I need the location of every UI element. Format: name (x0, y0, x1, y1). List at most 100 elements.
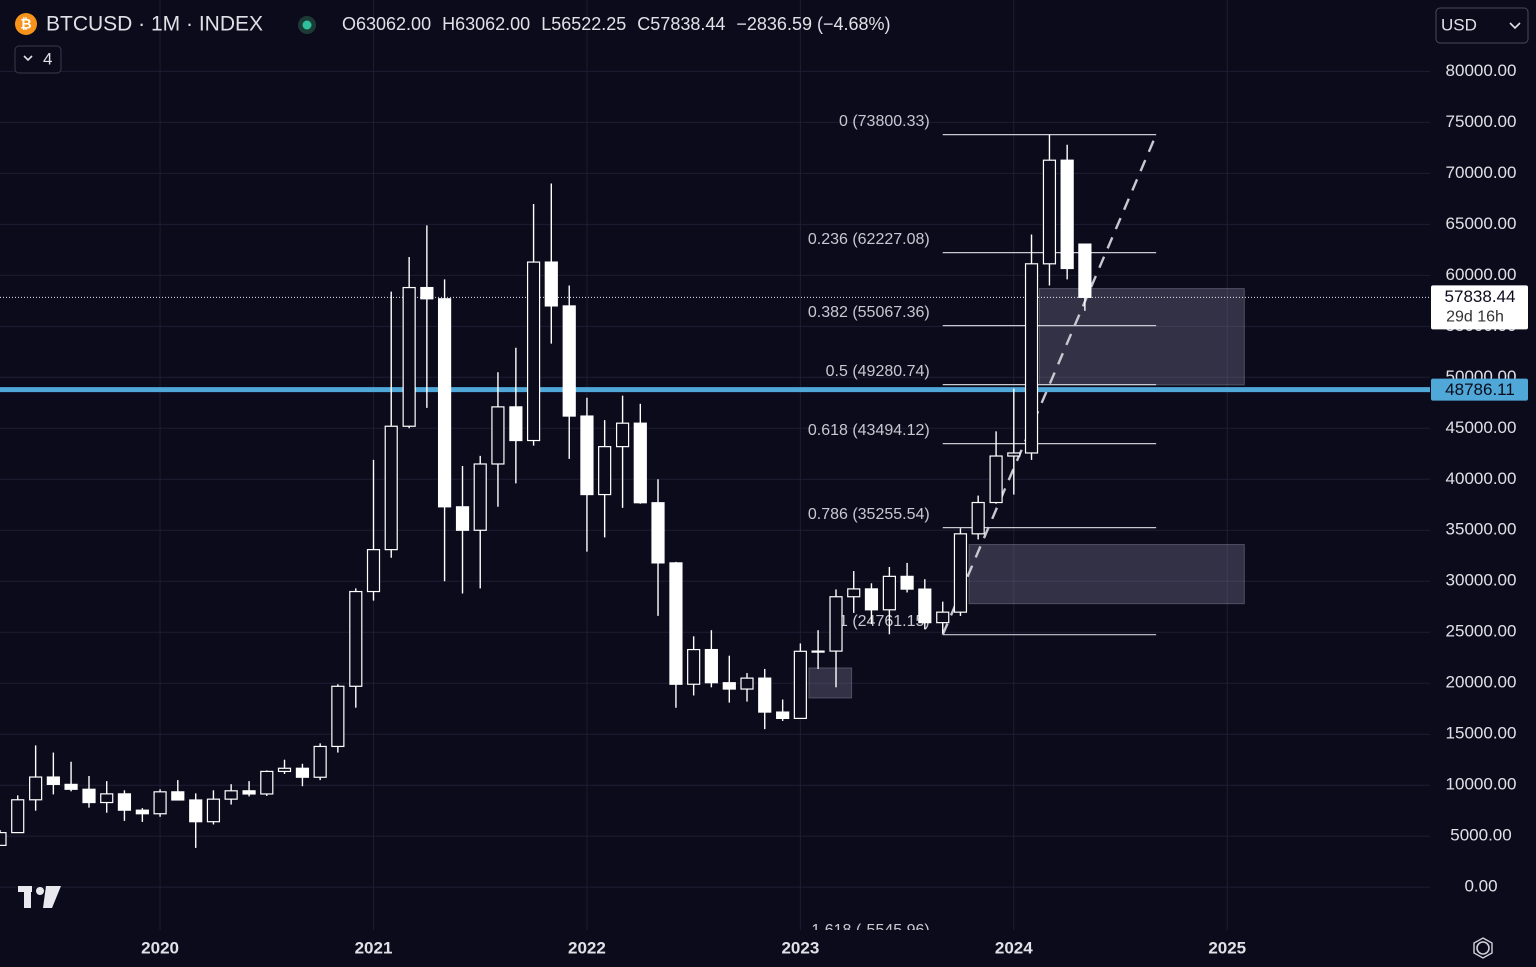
y-tick-label: 45000.00 (1446, 418, 1517, 437)
x-tick-label: 2020 (141, 938, 179, 957)
candle-body (420, 286, 434, 300)
close: C57838.44 (637, 14, 725, 34)
status-dot (302, 20, 312, 30)
candle-body (189, 799, 203, 823)
candle-body (722, 682, 736, 690)
chevron (1509, 22, 1521, 30)
zone (808, 667, 853, 699)
candle-body (224, 790, 238, 800)
fib-label: 0.382 (55067.36) (808, 304, 930, 321)
candle-body (1007, 452, 1021, 457)
tv-logo (18, 886, 61, 908)
candle-body (153, 791, 167, 815)
y-tick-label: 15000.00 (1446, 724, 1517, 743)
candle-body (64, 783, 78, 790)
candle-body (349, 590, 363, 687)
coin-icon (15, 13, 37, 35)
y-tick-label: 10000.00 (1446, 775, 1517, 794)
candle-body (793, 650, 807, 720)
candle-body (11, 799, 25, 834)
candle-body (847, 588, 861, 598)
y-tick-label: 30000.00 (1446, 571, 1517, 590)
candle-body (455, 506, 470, 531)
candle-body (580, 415, 594, 496)
y-tick-label: 0.00 (1464, 877, 1497, 896)
candle-body (1078, 243, 1092, 298)
hline-label: 48786.11 (1445, 380, 1515, 399)
x-tick-label: 2022 (568, 938, 606, 957)
candle-body (544, 261, 558, 307)
candle-body (437, 298, 452, 508)
candle-body (882, 575, 896, 611)
fib-label: 1.618 (-5545.96) (811, 922, 929, 939)
indicator-toggle[interactable] (14, 45, 62, 74)
candle-body (1024, 263, 1039, 454)
countdown: 29d 16h (1446, 309, 1504, 326)
candle-body (669, 562, 683, 685)
y-tick-label: 60000.00 (1446, 265, 1517, 284)
candle-body (758, 677, 772, 713)
y-tick-label: 5000.00 (1450, 826, 1511, 845)
candle-body (829, 596, 843, 652)
candle-body (971, 501, 985, 535)
candle-body (1060, 159, 1074, 270)
currency-select[interactable] (1435, 7, 1529, 44)
candle-body (366, 549, 381, 593)
candle-body (633, 422, 647, 504)
y-tick-label: 65000.00 (1446, 214, 1517, 233)
fib-label: 0 (73800.33) (839, 113, 930, 130)
change: −2836.59 (−4.68%) (736, 14, 890, 34)
logo-part (36, 887, 44, 895)
candle-body (526, 261, 541, 442)
fib-label: 0.236 (62227.08) (808, 231, 930, 248)
candle-body (1042, 159, 1057, 265)
ohlc: O63062.00 H63062.00 L56522.25 C57838.44 … (342, 14, 891, 34)
currency: USD (1441, 15, 1477, 34)
candle-body (260, 770, 274, 795)
logo-part (43, 886, 61, 908)
candle-body (313, 745, 327, 778)
candle-body (473, 463, 487, 531)
settings-button[interactable] (1473, 937, 1493, 959)
y-tick-label: 70000.00 (1446, 163, 1517, 182)
indicator-count: 4 (43, 49, 52, 68)
header: ₿ BTCUSD · 1M · INDEX O63062.00 H63062.0… (14, 7, 1529, 74)
candle-body (740, 677, 754, 690)
logo-part (24, 886, 31, 908)
candles (0, 134, 1092, 848)
candle-body (117, 793, 132, 811)
candle-body (171, 791, 185, 801)
candle-body (82, 788, 96, 804)
candle-body (46, 776, 60, 785)
axes: 0.00 5000.00 10000.00 15000.00 20000.00 25000… (141, 61, 1528, 957)
candle-body (509, 406, 523, 442)
trend-line (941, 134, 1158, 636)
candle-body (615, 422, 630, 448)
candle-body (0, 832, 7, 846)
candle-body (687, 648, 701, 685)
candle-body (135, 809, 149, 815)
candle-body (29, 776, 43, 801)
zone (968, 544, 1245, 605)
gear-outline (1473, 937, 1493, 959)
candle-body (900, 575, 914, 590)
candle-body (295, 767, 310, 778)
y-tick-label: 75000.00 (1446, 112, 1517, 131)
candle-body (811, 650, 825, 653)
x-tick-label: 2024 (995, 938, 1033, 957)
candle-body (953, 533, 968, 613)
candle-body (491, 406, 505, 465)
candle-body (100, 793, 114, 804)
price-tag (1431, 285, 1528, 330)
symbol[interactable]: BTCUSD · 1M · INDEX (46, 13, 263, 36)
x-tick-label: 2021 (355, 938, 393, 957)
candle-body (384, 425, 398, 551)
candle-body (776, 711, 790, 720)
y-tick-label: 80000.00 (1446, 61, 1517, 80)
fib-label: 1 (24761.15) (839, 613, 930, 630)
x-tick-label: 2023 (781, 938, 819, 957)
zone (1038, 288, 1245, 386)
candle-body (704, 648, 718, 684)
